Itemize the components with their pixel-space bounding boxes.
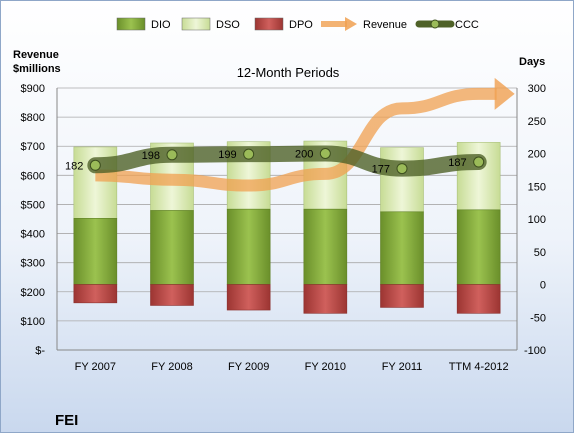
right-tick-label: 300 — [528, 83, 546, 95]
x-tick-label: FY 2008 — [151, 361, 192, 373]
left-tick-label: $900 — [21, 83, 45, 95]
legend-label: DPO — [289, 19, 313, 31]
legend-label: DIO — [151, 19, 171, 31]
legend-swatch — [181, 17, 211, 31]
left-tick-label: $300 — [21, 258, 45, 270]
bar-dpo — [380, 284, 424, 308]
company-label: FEI — [55, 412, 78, 429]
ccc-marker — [396, 163, 408, 175]
ccc-data-label: 177 — [372, 164, 390, 176]
x-tick-label: FY 2007 — [75, 361, 116, 373]
ccc-data-label: 198 — [142, 150, 160, 162]
legend-arrowhead — [345, 17, 357, 31]
revenue-line — [95, 77, 515, 192]
chart-title: 12-Month Periods — [237, 65, 340, 80]
gridlines — [57, 87, 517, 351]
revenue-arrowhead — [494, 77, 515, 110]
right-tick-label: 250 — [528, 116, 546, 128]
left-tick-label: $500 — [21, 199, 45, 211]
bar-dio — [226, 208, 271, 285]
bar-dio — [456, 209, 501, 285]
x-tick-label: TTM 4-2012 — [449, 361, 509, 373]
revenue-line-path — [95, 87, 497, 192]
bar-dio — [303, 208, 348, 285]
legend-item-ccc: CCC — [415, 19, 479, 31]
legend-item-dio: DIO — [116, 17, 171, 31]
ccc-data-label: 199 — [218, 149, 236, 161]
left-tick-label: $600 — [21, 170, 45, 182]
ccc-data-label: 182 — [65, 160, 83, 172]
right-tick-label: -100 — [524, 345, 546, 357]
bar-dso — [380, 147, 424, 213]
legend-label: CCC — [455, 19, 479, 31]
right-tick-label: 100 — [528, 214, 546, 226]
legend-marker — [430, 19, 440, 29]
bar-dio — [380, 211, 424, 285]
ccc-data-label: 187 — [448, 157, 466, 169]
bar-dso — [456, 142, 501, 211]
x-tick-label: FY 2011 — [382, 361, 423, 373]
x-tick-label: FY 2010 — [305, 361, 346, 373]
right-tick-label: 150 — [528, 181, 546, 193]
bar-dpo — [456, 284, 501, 314]
bar-dpo — [226, 284, 271, 311]
ccc-line-path — [87, 145, 487, 177]
legend-item-dpo: DPO — [254, 17, 313, 31]
left-axis-label: Revenue $millions — [13, 49, 61, 75]
legend-item-dso: DSO — [181, 17, 240, 31]
legend: DIO DSO DPO Revenue CCC — [116, 17, 479, 31]
left-tick-label: $400 — [21, 229, 45, 241]
bar-dpo — [73, 284, 118, 304]
right-axis-label: Days — [519, 56, 545, 68]
bar-dpo — [150, 284, 194, 306]
ccc-marker — [473, 156, 485, 168]
bar-dio — [73, 218, 118, 285]
legend-swatch — [116, 17, 146, 31]
left-tick-label: $- — [35, 345, 45, 357]
ccc-line: 182 198 199 200 177 187 — [65, 145, 487, 177]
left-tick-label: $700 — [21, 141, 45, 153]
legend-swatch — [254, 17, 284, 31]
right-tick-label: 0 — [540, 280, 546, 292]
right-tick-label: 50 — [534, 247, 546, 259]
bar-dpo — [303, 284, 348, 314]
ccc-marker — [89, 159, 101, 171]
legend-item-revenue: Revenue — [321, 17, 407, 31]
left-tick-label: $100 — [21, 316, 45, 328]
ccc-data-label: 200 — [295, 149, 313, 161]
right-tick-label: 200 — [528, 149, 546, 161]
legend-label: Revenue — [363, 19, 407, 31]
left-tick-label: $200 — [21, 287, 45, 299]
x-tick-label: FY 2009 — [228, 361, 269, 373]
ccc-marker — [166, 149, 178, 161]
ccc-marker — [319, 148, 331, 159]
legend-label: DSO — [216, 19, 240, 31]
left-tick-label: $800 — [21, 112, 45, 124]
ccc-marker — [243, 148, 255, 160]
axes: $- $100 $200 $300 $400 $500 $600 $700 $800 $900 -1… — [21, 83, 546, 373]
bar-dio — [150, 210, 194, 285]
right-tick-label: -50 — [530, 312, 546, 324]
